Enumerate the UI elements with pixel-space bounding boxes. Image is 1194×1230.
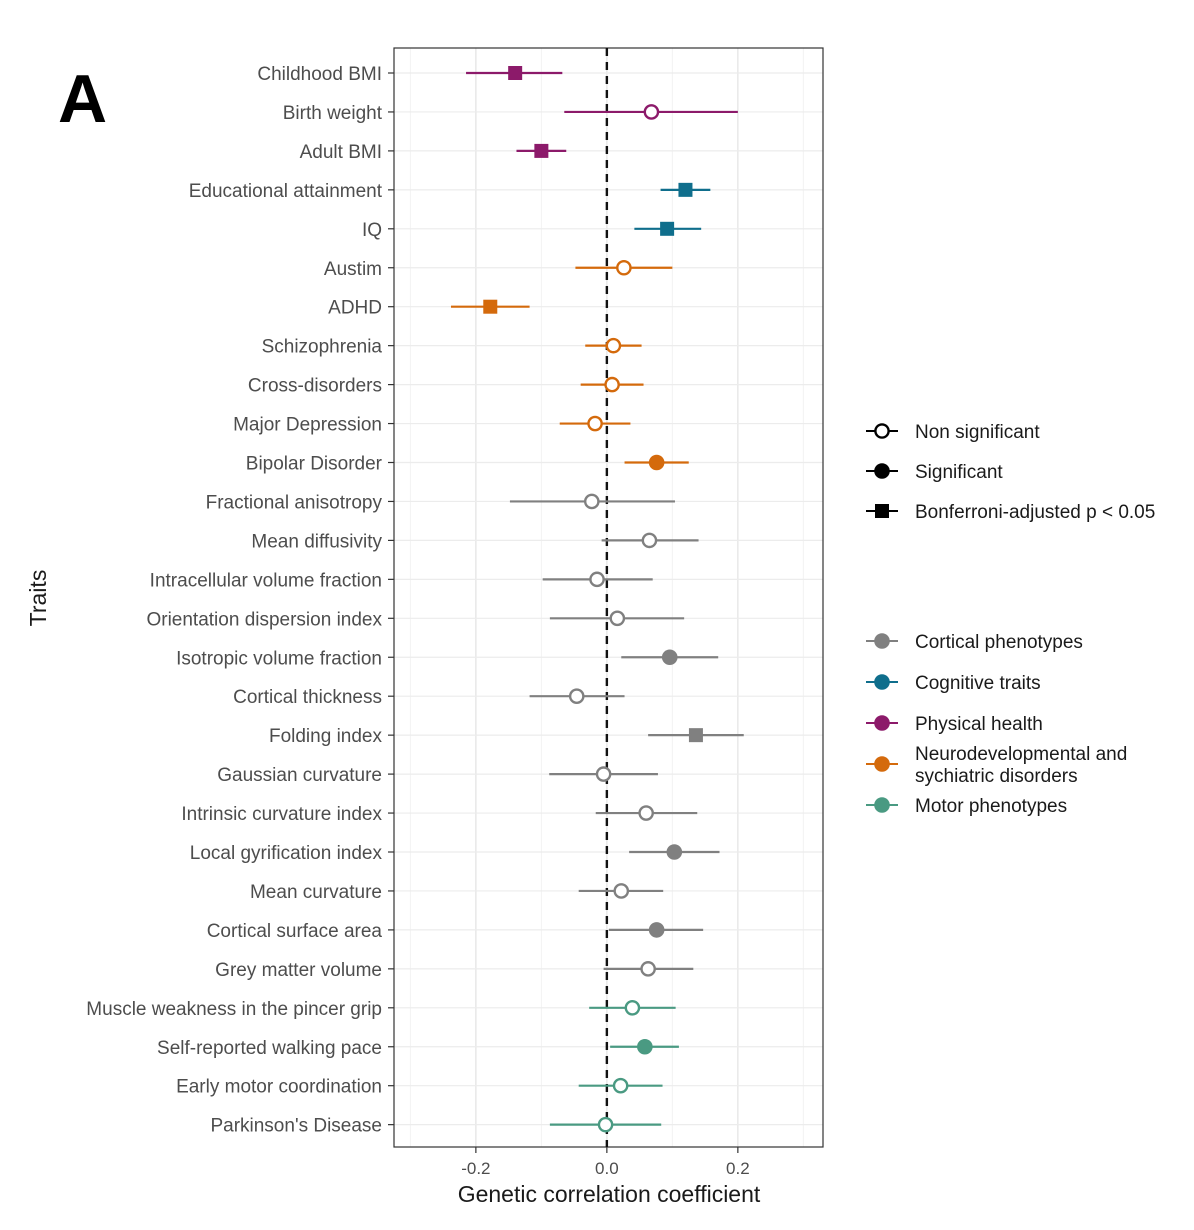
legend-label: Significant	[915, 462, 1003, 483]
legend-key-marker	[874, 633, 890, 649]
legend-label: Neurodevelopmental and sychiatric disorde…	[915, 744, 1127, 787]
panel-border	[393, 47, 824, 1148]
trait-label: Austim	[324, 259, 382, 280]
trait-label: Parkinson's Disease	[210, 1116, 382, 1137]
point-estimate	[508, 66, 523, 80]
x-axis: -0.2 0.0 0.2	[461, 1147, 750, 1178]
point-estimate	[660, 221, 675, 236]
point-estimate	[568, 688, 585, 705]
point-estimate	[612, 1077, 629, 1094]
point-estimate	[583, 493, 600, 510]
legend-label: Motor phenotypes	[915, 796, 1067, 817]
trait-label: Gaussian curvature	[217, 765, 382, 786]
trait-label: Grey matter volume	[215, 960, 382, 981]
point-estimate	[589, 571, 605, 588]
x-tick-label: 0.2	[726, 1159, 750, 1178]
trait-label: Intrinsic curvature index	[181, 804, 382, 825]
point-estimate	[483, 299, 498, 314]
trait-labels: Childhood BMI Birth weight Adult BMI Educat…	[86, 64, 394, 1137]
legend-label: Cognitive traits	[915, 673, 1041, 694]
trait-label: Cortical surface area	[207, 921, 383, 942]
trait-label: Adult BMI	[300, 142, 382, 163]
trait-label: Folding index	[269, 726, 383, 747]
legend-key-marker	[874, 797, 890, 813]
legend-label: Non significant	[915, 422, 1040, 443]
point-estimate	[624, 1000, 641, 1016]
group-legend: Cortical phenotypes Cognitive traits Physi…	[866, 632, 1127, 817]
point-estimate	[666, 844, 683, 860]
trait-label: Bipolar Disorder	[246, 454, 383, 475]
trait-label: Mean curvature	[250, 882, 382, 903]
point-estimate	[616, 259, 632, 276]
legend-label: Bonferroni-adjusted p < 0.05	[915, 502, 1155, 523]
legend-key-marker	[874, 423, 890, 439]
point-estimate	[648, 454, 665, 471]
significance-legend: Non significant Significant Bonferroni-adj…	[866, 422, 1155, 523]
point-estimate	[648, 922, 665, 938]
x-tick-label: 0.0	[595, 1159, 619, 1178]
point-estimate	[678, 182, 693, 197]
legend-key-marker	[874, 715, 890, 731]
legend-key-marker	[874, 756, 890, 772]
trait-label: Cortical thickness	[233, 687, 382, 708]
legend-key-marker	[874, 674, 890, 690]
point-estimate	[605, 337, 622, 354]
y-axis-title: Traits	[25, 570, 51, 627]
point-estimate	[641, 532, 658, 549]
trait-label: Self-reported walking pace	[157, 1038, 382, 1059]
trait-label: Schizophrenia	[262, 337, 383, 358]
legend-label: Cortical phenotypes	[915, 632, 1083, 653]
legend-key-marker	[874, 463, 890, 479]
trait-label: Fractional anisotropy	[206, 492, 383, 513]
trait-label: Educational attainment	[189, 181, 383, 202]
data-marks	[450, 48, 744, 1147]
trait-label: Muscle weakness in the pincer grip	[86, 999, 382, 1020]
trait-label: Orientation dispersion index	[146, 609, 382, 630]
panel-letter: A	[58, 61, 107, 137]
trait-label: Major Depression	[233, 415, 382, 436]
trait-label: Isotropic volume fraction	[176, 648, 382, 669]
legend-label: Physical health	[915, 714, 1043, 735]
trait-label: Birth weight	[283, 103, 383, 124]
legend-key-marker	[875, 504, 889, 518]
point-estimate	[638, 805, 654, 821]
point-estimate	[643, 104, 660, 120]
trait-label: Local gyrification index	[190, 843, 383, 864]
trait-label: Cross-disorders	[248, 376, 382, 397]
trait-label: Intracellular volume fraction	[150, 570, 382, 591]
trait-label: ADHD	[328, 298, 382, 319]
point-estimate	[604, 376, 620, 393]
point-estimate	[613, 883, 630, 899]
grid-lines	[393, 47, 824, 1148]
point-estimate	[637, 1038, 653, 1055]
point-estimate	[609, 610, 626, 627]
trait-label: Mean diffusivity	[251, 531, 382, 552]
point-estimate	[587, 415, 603, 432]
trait-label: Early motor coordination	[176, 1077, 382, 1098]
point-estimate	[688, 728, 703, 743]
x-tick-label: -0.2	[461, 1159, 490, 1178]
point-estimate	[661, 649, 678, 666]
point-estimate	[597, 1116, 614, 1133]
x-axis-title: Genetic correlation coefficient	[458, 1181, 761, 1207]
point-estimate	[595, 766, 612, 782]
point-estimate	[640, 961, 656, 977]
point-estimate	[534, 143, 549, 158]
trait-label: IQ	[362, 220, 382, 241]
trait-label: Childhood BMI	[257, 64, 382, 85]
